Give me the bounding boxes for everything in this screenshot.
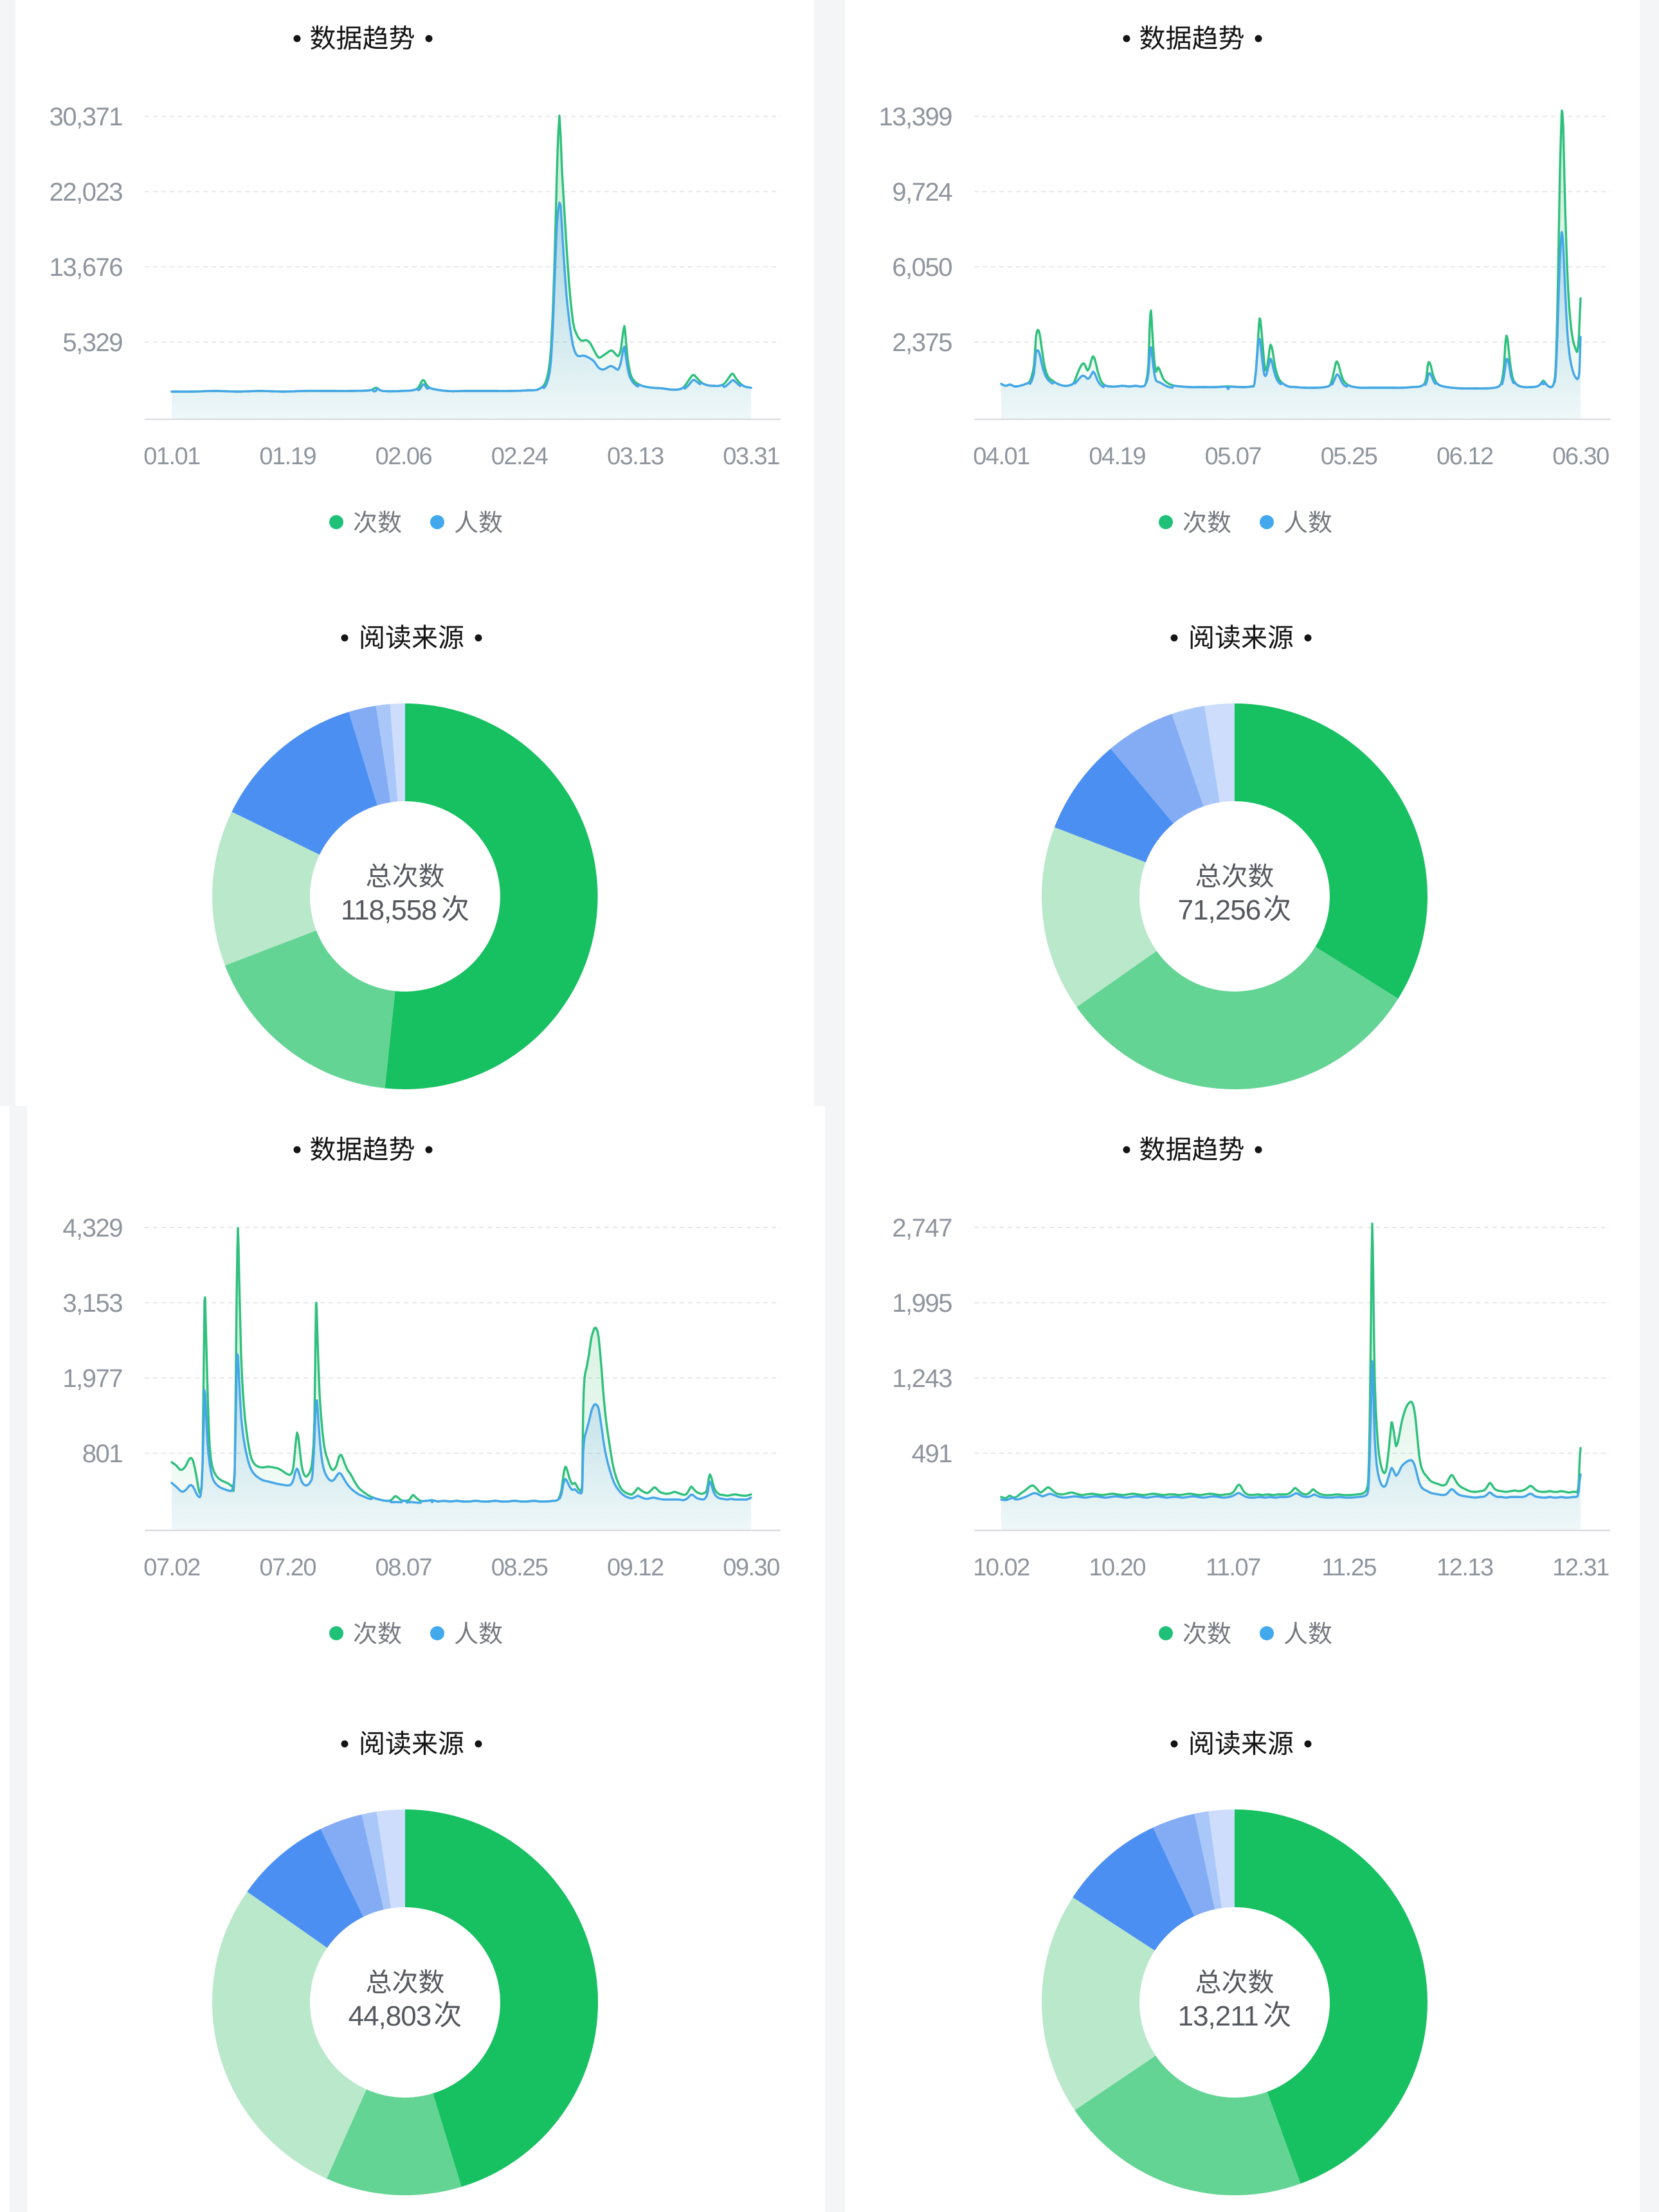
- svg-text:06.12: 06.12: [1437, 443, 1493, 470]
- svg-text:13,211: 13,211: [1178, 2000, 1258, 2032]
- svg-text:12.31: 12.31: [1552, 1554, 1609, 1581]
- svg-text:1,243: 1,243: [892, 1364, 952, 1393]
- svg-text:03.31: 03.31: [723, 443, 779, 470]
- svg-text:6,050: 6,050: [892, 253, 952, 282]
- svg-text:5,329: 5,329: [62, 329, 122, 357]
- svg-text:07.02: 07.02: [143, 1554, 200, 1581]
- svg-text:02.06: 02.06: [376, 443, 432, 470]
- svg-text:07.20: 07.20: [259, 1554, 316, 1581]
- svg-text:71,256: 71,256: [1178, 894, 1261, 926]
- svg-text:22,023: 22,023: [50, 178, 123, 206]
- svg-text:1,995: 1,995: [892, 1289, 952, 1318]
- svg-text:3,153: 3,153: [62, 1289, 122, 1318]
- svg-text:06.30: 06.30: [1552, 443, 1609, 470]
- svg-text:2,375: 2,375: [892, 329, 952, 357]
- svg-text:801: 801: [82, 1440, 122, 1468]
- svg-text:05.07: 05.07: [1205, 443, 1262, 470]
- svg-text:44,803: 44,803: [349, 2000, 431, 2032]
- svg-text:03.13: 03.13: [607, 443, 664, 470]
- svg-text:04.01: 04.01: [973, 443, 1029, 470]
- svg-text:1,977: 1,977: [62, 1364, 122, 1393]
- svg-text:4,329: 4,329: [62, 1214, 122, 1242]
- svg-text:08.25: 08.25: [491, 1554, 548, 1581]
- svg-text:10.20: 10.20: [1089, 1554, 1145, 1581]
- svg-text:2,747: 2,747: [892, 1214, 952, 1242]
- svg-text:11.07: 11.07: [1206, 1554, 1260, 1581]
- svg-text:9,724: 9,724: [892, 178, 952, 206]
- svg-text:01.01: 01.01: [143, 443, 200, 470]
- svg-text:30,371: 30,371: [50, 103, 123, 131]
- svg-text:02.24: 02.24: [491, 443, 548, 470]
- svg-text:05.25: 05.25: [1321, 443, 1377, 470]
- svg-text:13,399: 13,399: [879, 103, 952, 131]
- svg-text:09.12: 09.12: [607, 1554, 664, 1581]
- svg-text:12.13: 12.13: [1437, 1554, 1493, 1581]
- svg-text:491: 491: [912, 1440, 952, 1468]
- svg-text:04.19: 04.19: [1089, 443, 1145, 470]
- svg-text:01.19: 01.19: [259, 443, 316, 470]
- svg-text:13,676: 13,676: [50, 253, 123, 282]
- svg-text:09.30: 09.30: [723, 1554, 779, 1581]
- svg-text:10.02: 10.02: [973, 1554, 1029, 1581]
- svg-text:08.07: 08.07: [376, 1554, 432, 1581]
- svg-text:11.25: 11.25: [1321, 1554, 1376, 1581]
- svg-text:118,558: 118,558: [341, 894, 437, 926]
